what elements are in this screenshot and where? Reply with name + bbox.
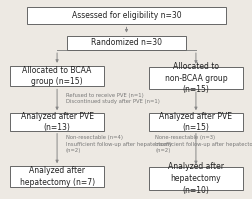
- Text: Analyzed after
hepatectomy
(n=10): Analyzed after hepatectomy (n=10): [167, 162, 223, 195]
- FancyBboxPatch shape: [148, 113, 242, 131]
- FancyBboxPatch shape: [27, 7, 225, 24]
- Text: Non-resectable (n=4)
Insufficient follow-up after hepatectomy
(n=2): Non-resectable (n=4) Insufficient follow…: [66, 135, 171, 153]
- Text: Analyzed after PVE
(n=15): Analyzed after PVE (n=15): [159, 111, 232, 132]
- Text: Randomized n=30: Randomized n=30: [91, 38, 161, 47]
- Text: Analyzed after PVE
(n=13): Analyzed after PVE (n=13): [20, 111, 93, 132]
- Text: Assessed for eligibility n=30: Assessed for eligibility n=30: [71, 11, 181, 20]
- FancyBboxPatch shape: [148, 167, 242, 190]
- Text: None-resectable (n=3)
Insufficient follow-up after hepatectomy
(n=2): None-resectable (n=3) Insufficient follo…: [154, 135, 252, 153]
- Text: Refused to receive PVE (n=1)
Discontinued study after PVE (n=1): Refused to receive PVE (n=1) Discontinue…: [66, 93, 159, 104]
- Text: Allocated to
non-BCAA group
(n=15): Allocated to non-BCAA group (n=15): [164, 62, 226, 94]
- FancyBboxPatch shape: [10, 113, 104, 131]
- FancyBboxPatch shape: [10, 66, 104, 86]
- FancyBboxPatch shape: [10, 166, 104, 187]
- FancyBboxPatch shape: [67, 36, 185, 50]
- Text: Analyzed after
hepatectomy (n=7): Analyzed after hepatectomy (n=7): [19, 166, 94, 187]
- Text: Allocated to BCAA
group (n=15): Allocated to BCAA group (n=15): [22, 66, 91, 87]
- FancyBboxPatch shape: [148, 67, 242, 89]
